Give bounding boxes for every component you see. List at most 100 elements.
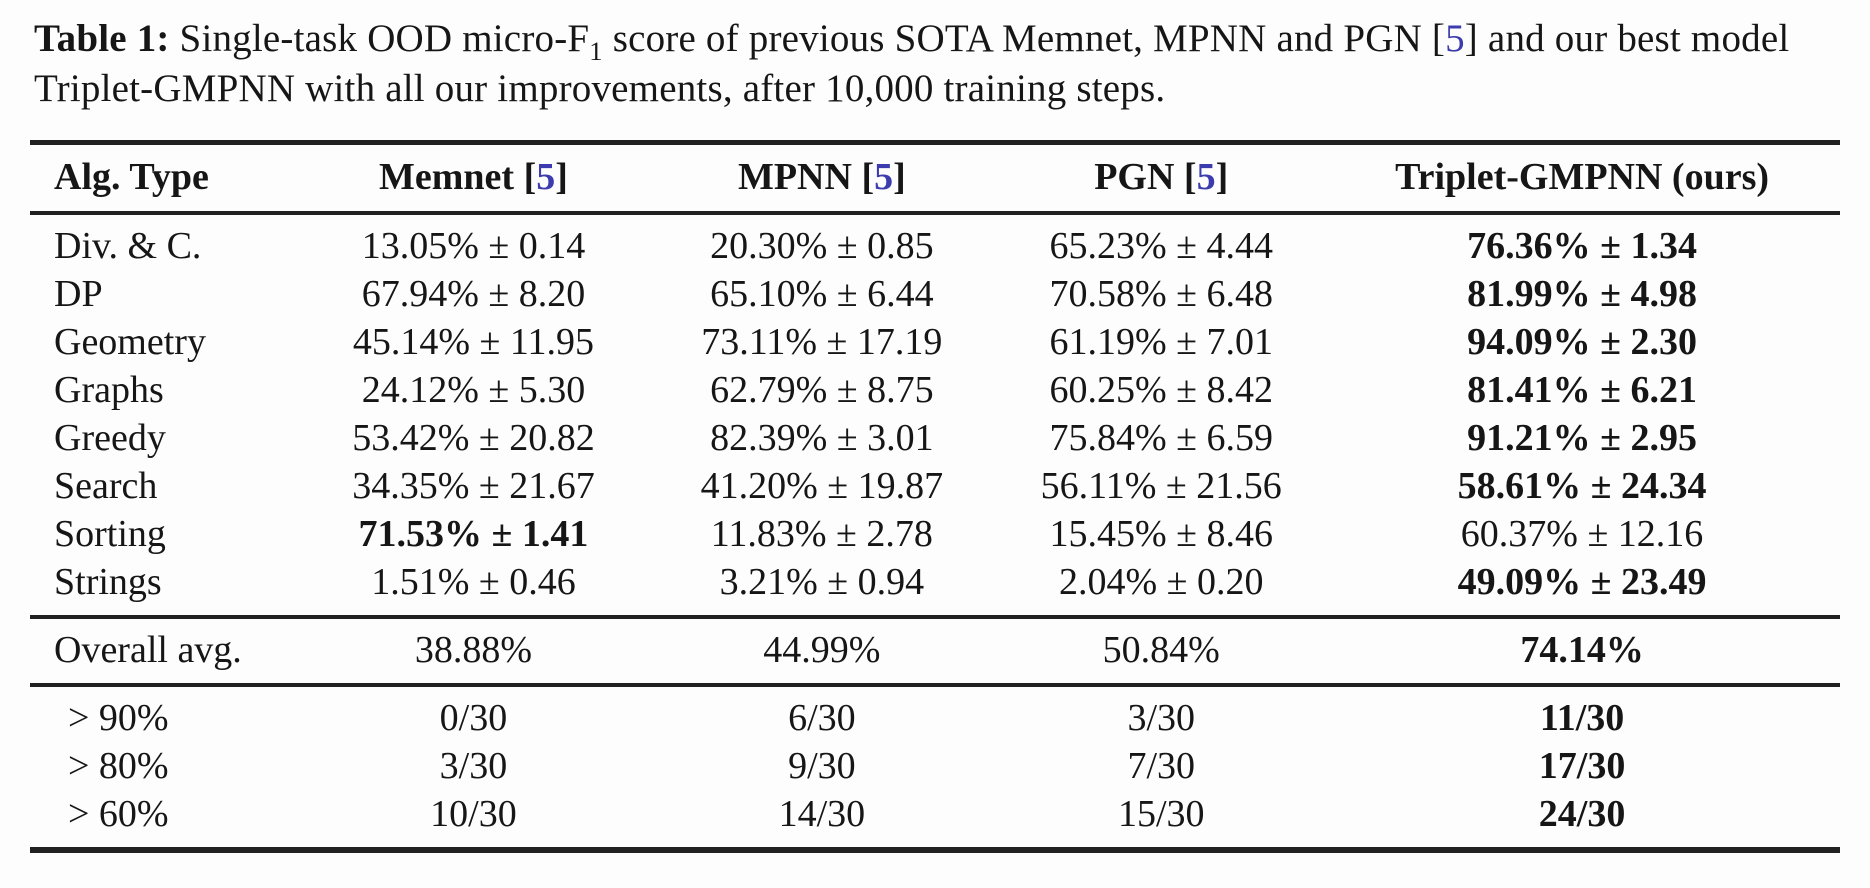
table-caption: Table 1: Single-task OOD micro-F1 score … xyxy=(34,14,1836,114)
citation-link[interactable]: 5 xyxy=(1196,156,1216,198)
score-cell: 91.21% ± 2.95 xyxy=(1467,417,1697,459)
caption-text-3: and our best model Triplet-GMPNN with al… xyxy=(34,17,1790,110)
score-cell: 65.10% ± 6.44 xyxy=(710,273,934,315)
score-cell: 24.12% ± 5.30 xyxy=(361,369,586,411)
section-per-algorithm-scores: Div. & C. 13.05% ± 0.14 20.30% ± 0.85 65.23… xyxy=(30,213,1840,617)
score-cell: 15/30 xyxy=(1117,793,1205,835)
column-header: MPNN [5] xyxy=(645,142,999,215)
citation-link[interactable]: 5 xyxy=(536,156,556,198)
header-row: Alg. Type Memnet [5] MPNN [5] PGN [5] Triple… xyxy=(30,142,1840,215)
row-label: Overall avg. xyxy=(30,615,302,685)
table-row: Overall avg. 38.88% 44.99% 50.84% 74.14% xyxy=(30,615,1840,685)
row-label: Search xyxy=(54,465,158,507)
score-cell: 44.99% xyxy=(645,615,999,685)
score-cell: 76.36% ± 1.34 xyxy=(1467,225,1697,267)
score-cell: 82.39% ± 3.01 xyxy=(710,417,934,459)
score-cell: 81.99% ± 4.98 xyxy=(1467,273,1697,315)
table-row: > 60% 10/30 14/30 15/30 24/30 xyxy=(30,790,1840,850)
row-label: DP xyxy=(54,273,103,315)
score-cell: 75.84% ± 6.59 xyxy=(1049,417,1273,459)
score-cell: 14/30 xyxy=(778,793,866,835)
column-header: Memnet [5] xyxy=(301,142,646,215)
score-cell: 74.14% xyxy=(1324,615,1840,685)
score-cell: 56.11% ± 21.56 xyxy=(1040,465,1282,507)
row-label: > 80% xyxy=(68,745,169,787)
row-label: > 90% xyxy=(30,683,302,742)
row-label: Sorting xyxy=(54,513,166,555)
score-cell: 2.04% ± 0.20 xyxy=(1058,561,1264,603)
score-cell: 3/30 xyxy=(998,683,1325,742)
citation-link[interactable]: 5 xyxy=(1445,17,1465,60)
column-header-label: Triplet-GMPNN (ours) xyxy=(1395,156,1770,198)
score-cell: 15.45% ± 8.46 xyxy=(1049,513,1273,555)
column-header-label: MPNN xyxy=(737,156,852,198)
table-header: Alg. Type Memnet [5] MPNN [5] PGN [5] Triple… xyxy=(30,142,1840,215)
row-label: Strings xyxy=(54,561,162,603)
score-cell: 60.37% ± 12.16 xyxy=(1460,513,1704,555)
score-cell: 1.51% ± 0.46 xyxy=(371,561,576,603)
column-header: Alg. Type xyxy=(30,142,302,215)
score-cell: 34.35% ± 21.67 xyxy=(352,465,595,507)
score-cell: 81.41% ± 6.21 xyxy=(1467,369,1697,411)
score-cell: 9/30 xyxy=(788,745,856,787)
score-cell: 67.94% ± 8.20 xyxy=(361,273,586,315)
score-cell: 13.05% ± 0.14 xyxy=(361,225,586,267)
score-cell: 73.11% ± 17.19 xyxy=(701,321,943,363)
score-cell: 10/30 xyxy=(430,793,517,835)
results-table: Alg. Type Memnet [5] MPNN [5] PGN [5] Triple… xyxy=(30,140,1840,853)
table-row: Sorting 71.53% ± 1.41 11.83% ± 2.78 15.45% … xyxy=(30,510,1840,558)
score-cell: 24/30 xyxy=(1538,793,1626,835)
score-cell: 62.79% ± 8.75 xyxy=(710,369,934,411)
citation-link[interactable]: 5 xyxy=(874,156,894,198)
column-header-label: Memnet xyxy=(379,156,515,198)
score-cell: 0/30 xyxy=(301,683,646,742)
score-cell: 7/30 xyxy=(1127,745,1195,787)
score-cell: 41.20% ± 19.87 xyxy=(700,465,944,507)
caption-label: Table 1: xyxy=(34,17,170,60)
table-row: Search 34.35% ± 21.67 41.20% ± 19.87 56.11%… xyxy=(30,462,1840,510)
score-cell: 45.14% ± 11.95 xyxy=(352,321,594,363)
column-header-label: Alg. Type xyxy=(54,156,209,198)
score-cell: 3/30 xyxy=(439,745,508,787)
column-header: PGN [5] xyxy=(998,142,1325,215)
caption-text-2: score of previous SOTA Memnet, MPNN and … xyxy=(602,17,1432,60)
score-cell: 61.19% ± 7.01 xyxy=(1049,321,1273,363)
row-label: Graphs xyxy=(54,369,164,411)
score-cell: 11/30 xyxy=(1324,683,1840,742)
section-overall-average: Overall avg. 38.88% 44.99% 50.84% 74.14% xyxy=(30,615,1840,685)
score-cell: 6/30 xyxy=(645,683,999,742)
score-cell: 38.88% xyxy=(301,615,646,685)
row-label: Geometry xyxy=(54,321,206,363)
score-cell: 50.84% xyxy=(998,615,1325,685)
score-cell: 70.58% ± 6.48 xyxy=(1049,273,1273,315)
caption-bracket-open: [ xyxy=(1431,17,1446,60)
score-cell: 58.61% ± 24.34 xyxy=(1457,465,1707,507)
table-row: Geometry 45.14% ± 11.95 73.11% ± 17.19 61.1… xyxy=(30,318,1840,366)
score-cell: 94.09% ± 2.30 xyxy=(1467,321,1697,363)
score-cell: 65.23% ± 4.44 xyxy=(1049,225,1273,267)
section-score-thresholds: > 90% 0/30 6/30 3/30 11/30 > 80% 3/30 9/30 7/30 1… xyxy=(30,683,1840,850)
row-label: Div. & C. xyxy=(54,225,202,267)
table-row: Graphs 24.12% ± 5.30 62.79% ± 8.75 60.25% ±… xyxy=(30,366,1840,414)
table-row: > 90% 0/30 6/30 3/30 11/30 xyxy=(30,683,1840,742)
score-cell: 3.21% ± 0.94 xyxy=(719,561,925,603)
score-cell: 60.25% ± 8.42 xyxy=(1049,369,1273,411)
score-cell: 11.83% ± 2.78 xyxy=(710,513,933,555)
table-row: Strings 1.51% ± 0.46 3.21% ± 0.94 2.04% ± 0… xyxy=(30,558,1840,617)
column-header-label: PGN xyxy=(1094,156,1175,198)
score-cell: 71.53% ± 1.41 xyxy=(358,513,589,555)
score-cell: 49.09% ± 23.49 xyxy=(1457,561,1707,603)
score-cell: 53.42% ± 20.82 xyxy=(352,417,595,459)
table-row: > 80% 3/30 9/30 7/30 17/30 xyxy=(30,742,1840,790)
table-row: DP 67.94% ± 8.20 65.10% ± 6.44 70.58% ± 6.4… xyxy=(30,270,1840,318)
score-cell: 20.30% ± 0.85 xyxy=(710,225,934,267)
f1-subscript: 1 xyxy=(589,35,603,66)
row-label: > 60% xyxy=(68,793,169,835)
caption-text-1: Single-task OOD micro-F xyxy=(169,17,590,60)
column-header: Triplet-GMPNN (ours) xyxy=(1324,142,1840,215)
score-cell: 17/30 xyxy=(1538,745,1626,787)
table-row: Greedy 53.42% ± 20.82 82.39% ± 3.01 75.84% … xyxy=(30,414,1840,462)
row-label: Greedy xyxy=(54,417,166,459)
